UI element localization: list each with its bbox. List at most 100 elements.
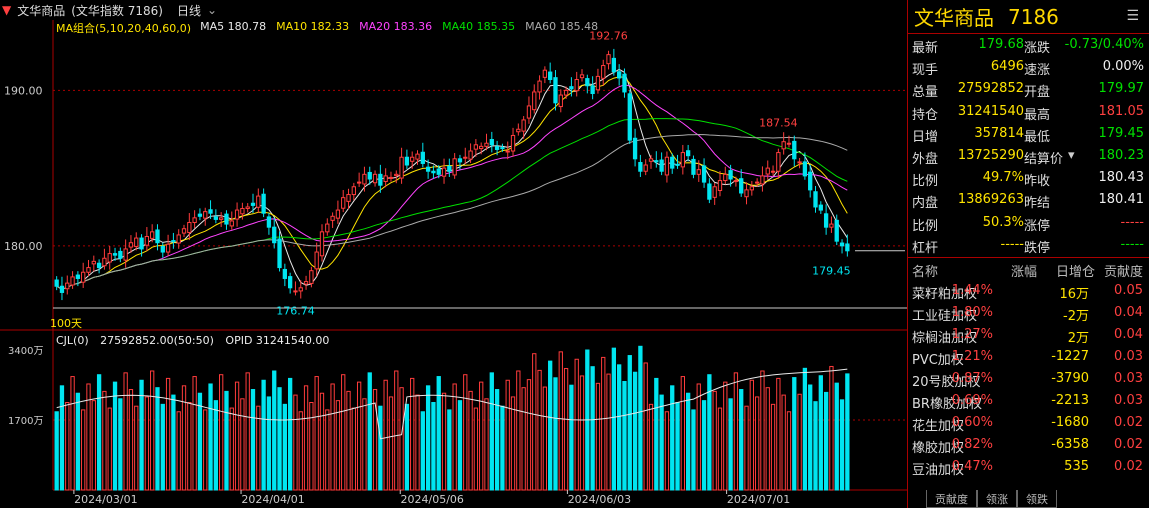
- candle: [500, 147, 505, 150]
- volume-bar: [829, 365, 834, 491]
- sector-row[interactable]: 20号胶加权 0.87% -3790 0.03: [908, 368, 1149, 390]
- volume-bar: [144, 396, 150, 491]
- candle: [569, 86, 574, 90]
- candle: [770, 170, 776, 173]
- candle: [537, 80, 542, 93]
- volume-bar: [834, 382, 839, 491]
- sector-row[interactable]: BR橡胶加权 0.69% -2213 0.03: [908, 390, 1149, 412]
- volume-bar: [839, 399, 845, 491]
- volume-bar: [617, 364, 622, 491]
- ma-header[interactable]: MA组合(5,10,20,40,60,0): [56, 22, 192, 35]
- volume-bar: [638, 345, 643, 491]
- sector-change: 0.69%: [951, 393, 993, 408]
- candle: [590, 85, 595, 95]
- volume-bar: [309, 402, 314, 491]
- volume-bar: [410, 377, 415, 491]
- candle: [670, 156, 675, 169]
- candle: [452, 158, 457, 176]
- candle: [595, 75, 601, 91]
- candle: [335, 209, 341, 219]
- quote-label: 昨收: [1024, 174, 1051, 190]
- candle: [404, 156, 410, 166]
- candle: [250, 202, 256, 206]
- volume-bar: [245, 372, 250, 491]
- quote-label: 结算价: [1024, 152, 1064, 167]
- candle: [298, 287, 303, 292]
- candle: [134, 237, 139, 247]
- quote-row: 最新 179.68 涨跌 -0.73/0.40%: [908, 37, 1149, 59]
- candle: [510, 134, 516, 152]
- sector-row[interactable]: 豆油加权 0.47% 535 0.02: [908, 456, 1149, 478]
- quote-value: -----: [1120, 214, 1144, 230]
- header-name[interactable]: 名称: [912, 265, 939, 280]
- tab-contribution[interactable]: 贡献度: [926, 490, 977, 508]
- volume-bar: [102, 390, 107, 491]
- quote-label: 跌停: [1024, 240, 1051, 256]
- sector-name: 20号胶加权: [912, 375, 981, 390]
- candlestick-chart[interactable]: 190.00 180.00 192.76 176.74 187.54 179.45 100天…: [0, 0, 907, 508]
- sector-name: 工业硅加权: [912, 309, 978, 324]
- volume-bar: [733, 372, 739, 491]
- quote-label: 比例: [912, 174, 939, 190]
- volume-bar: [553, 377, 558, 491]
- days-label: 100天: [50, 317, 82, 330]
- candle: [431, 170, 436, 174]
- quote-value: 0.00%: [1102, 59, 1144, 75]
- volume-bar: [436, 376, 441, 491]
- chevron-down-icon[interactable]: ⌄: [206, 3, 218, 17]
- sector-row[interactable]: 棕榈油加权 1.27% 2万 0.04: [908, 324, 1149, 346]
- header-change[interactable]: 涨幅: [1010, 265, 1037, 280]
- candle: [197, 213, 203, 217]
- period-label[interactable]: 日线: [176, 3, 201, 18]
- candle: [372, 173, 378, 184]
- candle: [638, 162, 643, 172]
- candle: [601, 65, 606, 79]
- tab-leading-down[interactable]: 领跌: [1017, 490, 1057, 508]
- volume-bar: [261, 379, 266, 491]
- volume-bar: [643, 362, 648, 491]
- sector-row[interactable]: PVC加权 1.21% -1227 0.03: [908, 346, 1149, 368]
- chevron-down-icon[interactable]: ▾: [1068, 148, 1075, 163]
- candle: [118, 250, 123, 259]
- volume-bar: [272, 370, 277, 491]
- candle: [606, 54, 611, 65]
- candle: [139, 237, 144, 250]
- volume-bar: [601, 356, 606, 491]
- candle: [447, 165, 452, 172]
- sector-oi-change: -2万: [1063, 309, 1089, 324]
- candle: [309, 270, 314, 284]
- volume-bar: [590, 366, 595, 491]
- volume-bar: [54, 411, 59, 491]
- candle: [585, 78, 590, 87]
- sector-change: 1.80%: [951, 305, 993, 320]
- volume-bar: [611, 347, 617, 491]
- candle: [394, 173, 399, 177]
- candle: [229, 220, 234, 227]
- candle: [319, 231, 325, 257]
- quote-panel: 文华商品 7186 ☰ 最新 179.68 涨跌 -0.73/0.40% 现手 6496 速…: [907, 0, 1149, 508]
- vol-value: 27592852.00(50:50): [100, 334, 214, 347]
- candle: [776, 152, 781, 172]
- candle: [351, 186, 356, 196]
- volume-bar: [447, 409, 452, 491]
- menu-icon[interactable]: ☰: [1126, 8, 1139, 24]
- header-oi[interactable]: 日增仓: [1055, 265, 1095, 280]
- opid-value: OPID 31241540.00: [225, 334, 330, 347]
- volume-bar: [654, 377, 659, 491]
- sector-row[interactable]: 工业硅加权 1.80% -2万 0.04: [908, 302, 1149, 324]
- volume-bar: [452, 383, 457, 491]
- tab-leading-up[interactable]: 领涨: [977, 490, 1017, 508]
- candle: [293, 290, 298, 293]
- volume-bar: [664, 411, 670, 491]
- sector-row[interactable]: 花生加权 0.60% -1680 0.02: [908, 412, 1149, 434]
- vol-indicator-name[interactable]: CJL(0): [56, 334, 89, 347]
- dropdown-arrow-icon[interactable]: ▼: [2, 3, 12, 17]
- candle: [213, 216, 219, 220]
- header-contrib[interactable]: 贡献度: [1103, 265, 1143, 280]
- candle: [436, 168, 441, 175]
- sector-row[interactable]: 菜籽粕加权 1.44% 16万 0.05: [908, 280, 1149, 302]
- volume-bar: [192, 376, 197, 491]
- sector-change: 0.82%: [951, 437, 993, 452]
- sector-row[interactable]: 橡胶加权 0.82% -6358 0.02: [908, 434, 1149, 456]
- chart-area[interactable]: 190.00 180.00 192.76 176.74 187.54 179.45 100天…: [0, 0, 907, 508]
